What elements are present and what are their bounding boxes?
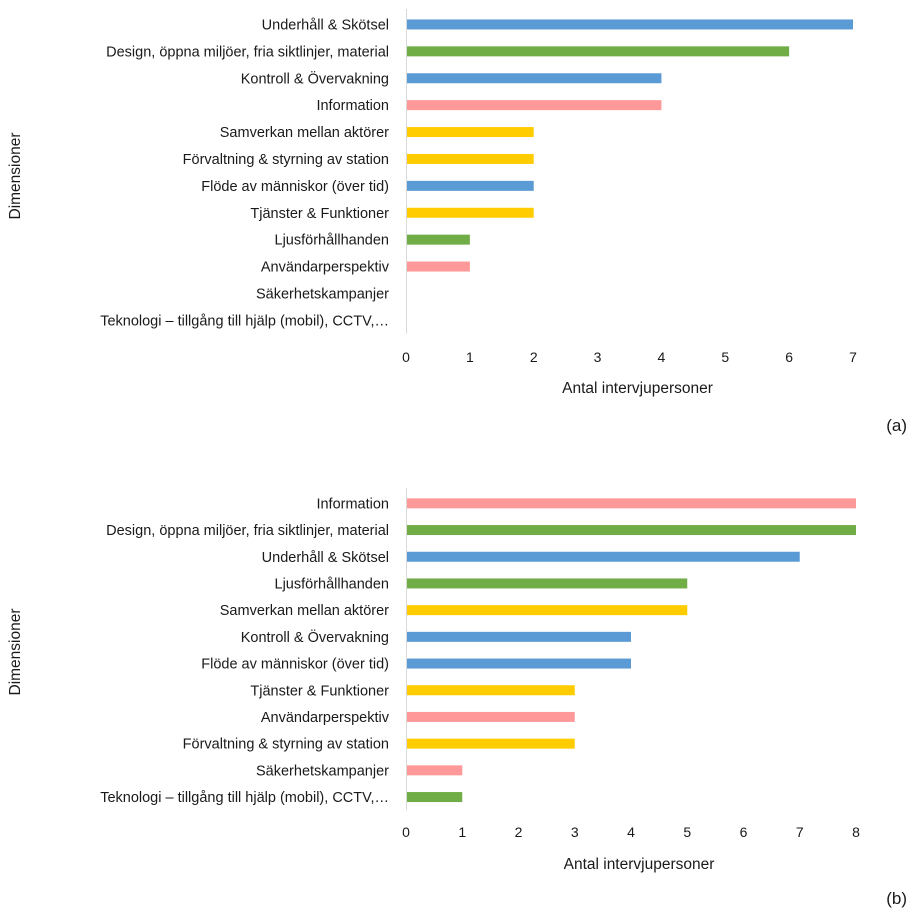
bar xyxy=(406,207,534,218)
x-tick-label: 2 xyxy=(530,349,538,365)
category-label: Tjänster & Funktioner xyxy=(250,206,389,222)
category-label: Kontroll & Övervakning xyxy=(241,628,389,646)
bar xyxy=(406,46,790,57)
category-label: Samverkan mellan aktörer xyxy=(220,603,389,619)
x-tick-label: 0 xyxy=(402,349,410,365)
category-label: Säkerhetskampanjer xyxy=(256,286,389,302)
category-label: Information xyxy=(316,98,389,114)
category-label: Ljusförhållhanden xyxy=(275,576,389,592)
category-label: Förvaltning & styrning av station xyxy=(183,737,389,753)
bar xyxy=(406,792,463,803)
category-label: Information xyxy=(316,496,389,512)
category-label: Underhåll & Skötsel xyxy=(262,17,389,33)
bar xyxy=(406,765,463,776)
bar xyxy=(406,180,534,191)
bar xyxy=(406,658,631,669)
bar xyxy=(406,685,575,696)
chart-panel-b: Information Design, öppna miljöer, fria s… xyxy=(7,488,907,908)
bar xyxy=(406,498,856,509)
category-label: Tjänster & Funktioner xyxy=(250,683,389,699)
x-tick-label: 2 xyxy=(515,824,523,840)
category-label: Förvaltning & styrning av station xyxy=(183,152,389,168)
category-label: Flöde av människor (över tid) xyxy=(201,657,389,673)
x-axis-title: Antal intervjupersoner xyxy=(564,856,715,873)
category-label: Kontroll & Övervakning xyxy=(241,69,389,87)
category-label: Design, öppna miljöer, fria siktlinjer, … xyxy=(106,523,389,539)
x-tick-label: 7 xyxy=(849,349,857,365)
x-tick-label: 1 xyxy=(458,824,466,840)
chart-panel-a: Underhåll & Skötsel Design, öppna miljöer… xyxy=(7,9,907,435)
bar xyxy=(406,234,470,245)
x-tick-label: 4 xyxy=(658,349,666,365)
x-tick-label: 7 xyxy=(796,824,804,840)
y-axis-title: Dimensioner xyxy=(7,132,24,219)
bar xyxy=(406,525,856,536)
category-label: Användarperspektiv xyxy=(261,710,390,726)
category-label: Teknologi – tillgång till hjälp (mobil),… xyxy=(100,313,389,329)
bar xyxy=(406,605,688,616)
bar xyxy=(406,19,853,30)
panel-label: (a) xyxy=(886,416,907,435)
category-label: Flöde av människor (över tid) xyxy=(201,179,389,195)
bar xyxy=(406,73,662,84)
x-tick-label: 0 xyxy=(402,824,410,840)
bar xyxy=(406,738,575,749)
x-axis-title: Antal intervjupersoner xyxy=(562,380,713,397)
x-tick-label: 5 xyxy=(721,349,729,365)
bar xyxy=(406,631,631,642)
category-label: Ljusförhållhanden xyxy=(275,233,389,249)
category-label: Underhåll & Skötsel xyxy=(262,550,389,566)
bar xyxy=(406,153,534,164)
category-label: Samverkan mellan aktörer xyxy=(220,125,389,141)
x-tick-label: 4 xyxy=(627,824,635,840)
x-tick-label: 3 xyxy=(594,349,602,365)
x-tick-label: 1 xyxy=(466,349,474,365)
category-label: Teknologi – tillgång till hjälp (mobil),… xyxy=(100,790,389,806)
x-tick-label: 6 xyxy=(740,824,748,840)
x-tick-label: 8 xyxy=(852,824,860,840)
bar xyxy=(406,261,470,272)
y-axis-title: Dimensioner xyxy=(7,608,24,695)
bar xyxy=(406,578,688,589)
panel-label: (b) xyxy=(886,889,907,908)
x-tick-label: 6 xyxy=(785,349,793,365)
bar xyxy=(406,711,575,722)
x-tick-label: 3 xyxy=(571,824,579,840)
bar xyxy=(406,127,534,138)
x-tick-label: 5 xyxy=(683,824,691,840)
category-label: Säkerhetskampanjer xyxy=(256,763,389,779)
bar xyxy=(406,551,800,562)
category-label: Användarperspektiv xyxy=(261,260,390,276)
category-label: Design, öppna miljöer, fria siktlinjer, … xyxy=(106,44,389,60)
bar xyxy=(406,100,662,111)
